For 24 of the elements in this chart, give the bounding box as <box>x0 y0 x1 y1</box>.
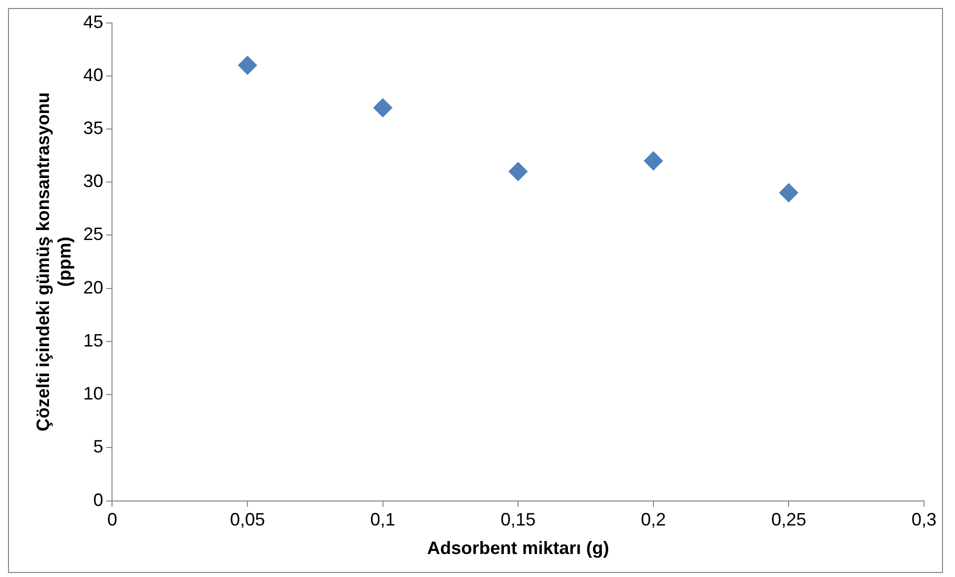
y-tick-label: 20 <box>83 277 104 298</box>
point <box>644 151 663 170</box>
y-tick-label: 35 <box>83 118 104 138</box>
x-tick-label: 0,15 <box>500 510 536 530</box>
y-tick-label: 0 <box>93 490 104 510</box>
x-tick-label: 0,3 <box>911 510 937 530</box>
point <box>373 98 392 118</box>
x-tick-label: 0 <box>107 510 118 530</box>
y-tick-label: 5 <box>93 436 104 457</box>
point <box>779 183 798 202</box>
point <box>238 56 258 75</box>
y-tick-label: 40 <box>83 64 104 85</box>
y-tick-label: 25 <box>83 224 104 244</box>
y-tick-label: 15 <box>83 330 104 350</box>
x-tick-label: 0,2 <box>640 510 666 530</box>
y-tick-label: 45 <box>83 12 104 32</box>
y-tick-label: 10 <box>83 384 104 404</box>
y-tick-label: 30 <box>83 171 104 192</box>
x-tick-label: 0,25 <box>771 510 806 530</box>
point <box>508 162 528 182</box>
x-axis-title: Adsorbent miktarı (g) <box>427 538 610 558</box>
x-tick-label: 0,05 <box>230 510 266 530</box>
y-axis-title: Çözelti içindeki gümüş konsantrasyonu (ppm) <box>32 92 74 432</box>
x-tick-label: 0,1 <box>370 510 396 530</box>
